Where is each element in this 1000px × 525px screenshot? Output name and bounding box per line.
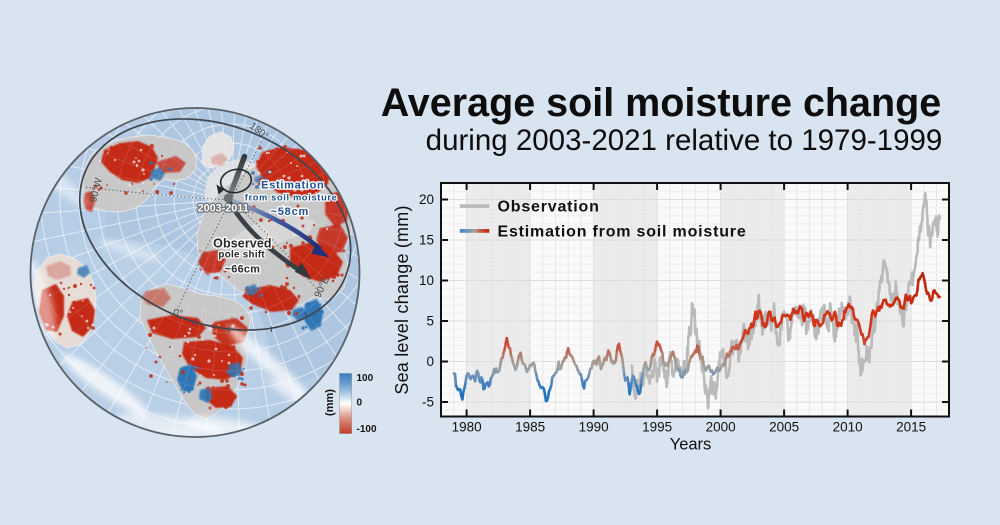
svg-text:from soil moisture: from soil moisture	[245, 193, 338, 203]
svg-text:Observed: Observed	[213, 236, 271, 250]
svg-text:(mm): (mm)	[324, 389, 336, 416]
svg-text:1995: 1995	[642, 420, 672, 435]
svg-text:5: 5	[426, 314, 434, 329]
svg-text:100: 100	[357, 373, 374, 384]
svg-text:pole shift: pole shift	[218, 250, 265, 261]
svg-text:10: 10	[419, 273, 434, 288]
svg-text:2015: 2015	[896, 420, 926, 435]
svg-text:~58cm: ~58cm	[271, 206, 310, 218]
svg-text:1980: 1980	[452, 420, 482, 435]
svg-text:0: 0	[426, 354, 434, 369]
svg-text:Sea level change (mm): Sea level change (mm)	[392, 205, 412, 394]
svg-text:0: 0	[357, 397, 363, 408]
svg-text:1990: 1990	[579, 420, 609, 435]
svg-text:Years: Years	[670, 436, 712, 454]
svg-text:Observation: Observation	[498, 199, 600, 216]
svg-text:during 2003-2021 relative to 1: during 2003-2021 relative to 1979-1999	[426, 124, 943, 157]
svg-text:1985: 1985	[515, 420, 545, 435]
svg-text:2005: 2005	[769, 420, 799, 435]
svg-text:2010: 2010	[833, 420, 863, 435]
svg-text:~66cm: ~66cm	[225, 264, 260, 276]
svg-text:-100: -100	[357, 424, 377, 435]
svg-text:2003-2011: 2003-2011	[198, 203, 249, 215]
svg-text:15: 15	[419, 233, 434, 248]
svg-text:2000: 2000	[706, 420, 736, 435]
svg-text:Estimation: Estimation	[261, 180, 324, 192]
svg-text:20: 20	[419, 192, 434, 207]
svg-text:-5: -5	[422, 395, 434, 410]
svg-text:Average soil moisture change: Average soil moisture change	[381, 81, 942, 125]
svg-text:0°: 0°	[172, 307, 184, 320]
svg-text:Estimation from soil moisture: Estimation from soil moisture	[498, 224, 747, 241]
